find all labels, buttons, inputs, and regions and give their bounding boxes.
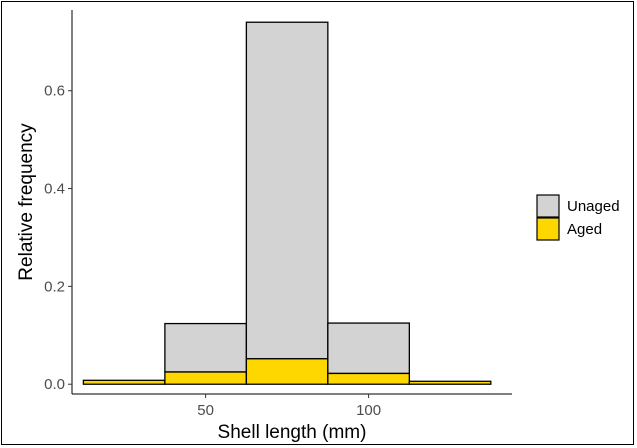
bar-unaged-bin-3 — [245, 21, 329, 360]
x-axis-title: Shell length (mm) — [218, 422, 367, 443]
x-tick-label: 50 — [197, 402, 214, 419]
legend-label-unaged: Unaged — [567, 198, 620, 215]
bar-aged-bin-2 — [164, 371, 248, 385]
bar-aged-bin-4 — [327, 372, 410, 385]
bar-unaged-bin-2 — [164, 322, 248, 373]
bar-aged-bin-3 — [245, 358, 329, 385]
bar-aged-bin-1 — [82, 379, 166, 385]
y-tick-label: 0.4 — [44, 181, 65, 198]
bar-aged-bin-5 — [408, 380, 492, 385]
y-tick-label: 0.2 — [44, 278, 65, 295]
y-axis-title: Relative frequency — [16, 123, 37, 281]
legend: Unaged Aged — [536, 194, 620, 241]
bars-layer — [82, 21, 492, 385]
legend-key-aged — [536, 217, 560, 241]
x-tick-label: 100 — [356, 402, 381, 419]
bar-unaged-bin-4 — [327, 322, 410, 375]
y-tick-label: 0.0 — [44, 376, 65, 393]
x-ticks: 50 100 — [197, 394, 381, 419]
y-tick-label: 0.6 — [44, 83, 65, 100]
legend-label-aged: Aged — [567, 221, 602, 238]
y-ticks: 0.0 0.2 0.4 0.6 — [44, 83, 72, 393]
legend-key-unaged — [536, 194, 560, 218]
